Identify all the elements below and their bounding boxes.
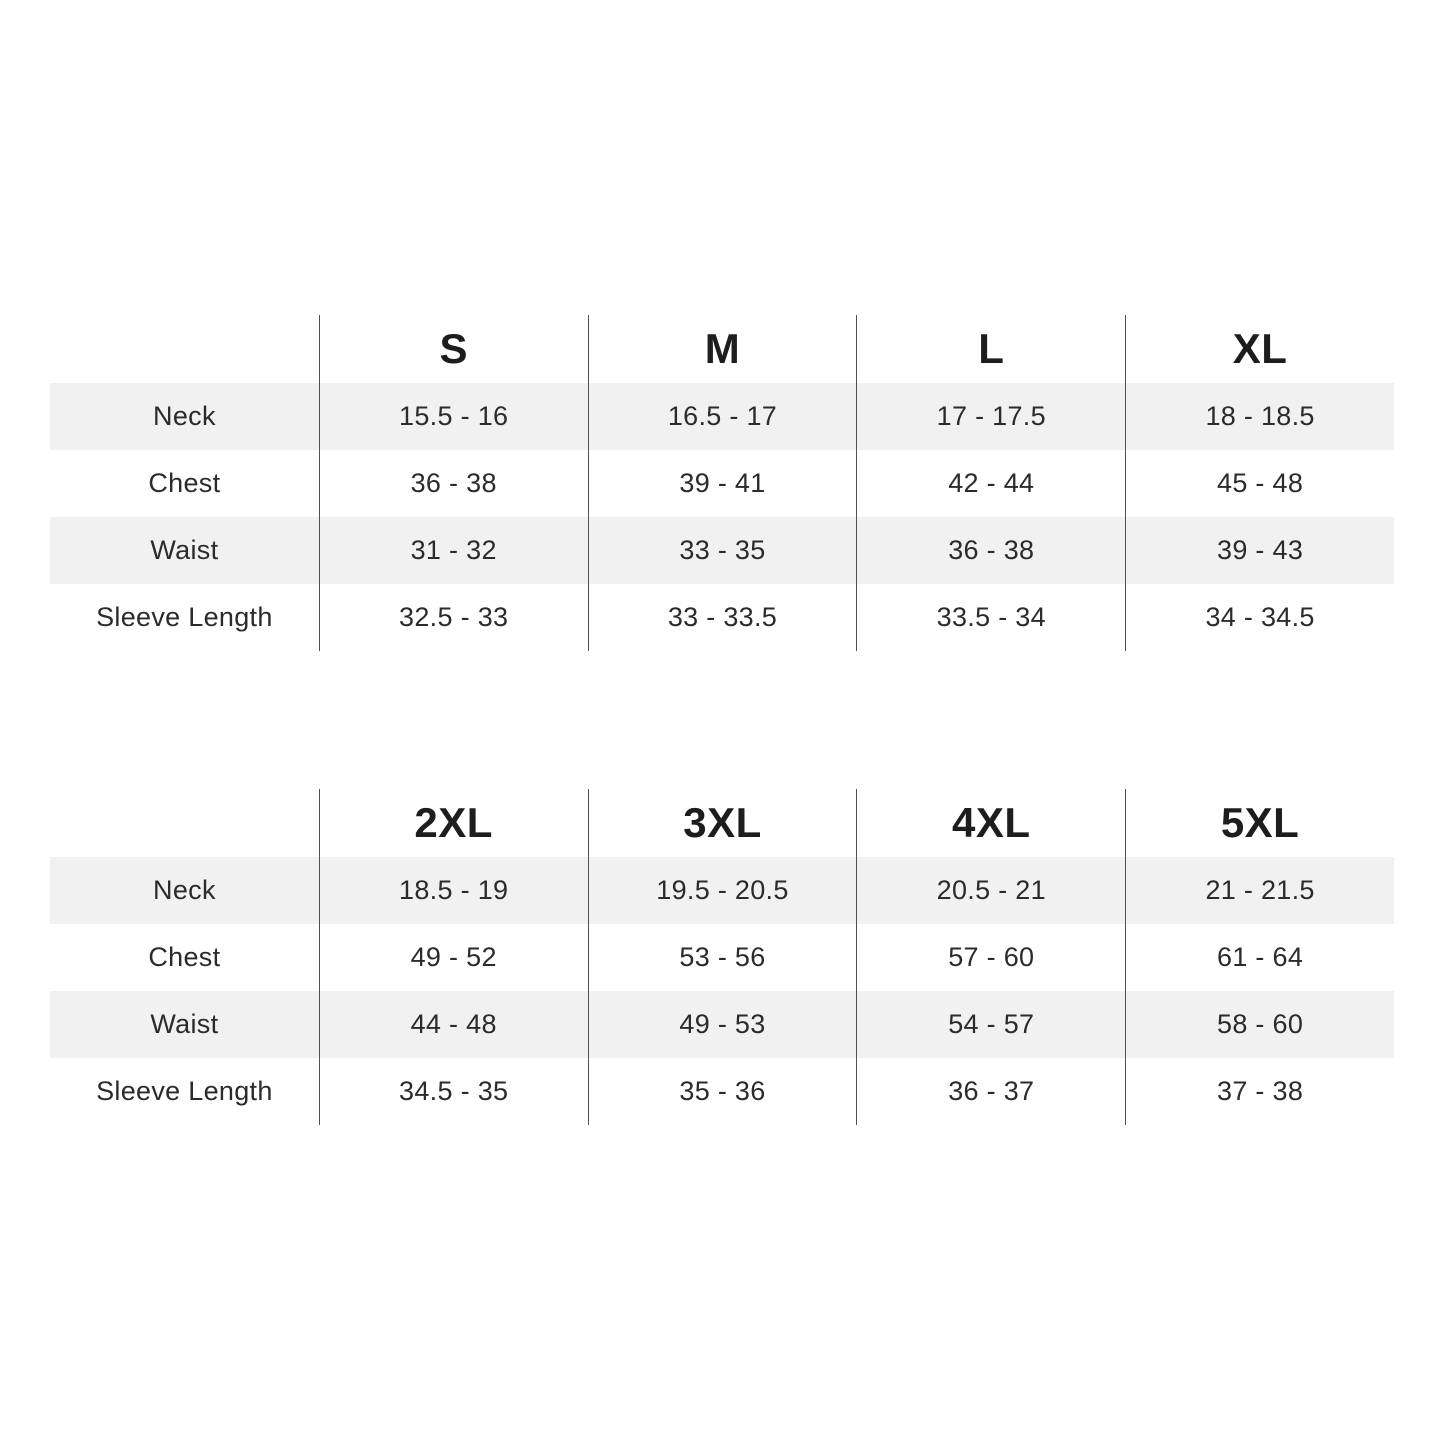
column-header-3xl: 3XL xyxy=(587,789,857,857)
row-label-waist: Waist xyxy=(150,535,219,565)
cell-neck-3xl: 19.5 - 20.5 xyxy=(587,857,857,924)
size-table-2xl-5xl: 2XL 3XL 4XL 5XL Neck 18.5 - 19 19.5 - 20… xyxy=(50,789,1394,1125)
cell-waist-xl: 39 - 43 xyxy=(1125,517,1394,584)
size-table-s-xl: S M L XL Neck 15.5 - 16 16.5 - 17 17 - 1… xyxy=(50,315,1394,651)
cell-neck-5xl: 21 - 21.5 xyxy=(1125,857,1394,924)
cell-sleeve-xl: 34 - 34.5 xyxy=(1125,584,1394,651)
cell-chest-l: 42 - 44 xyxy=(856,450,1125,517)
table-row-sleeve-length: Sleeve Length 32.5 - 33 33 - 33.5 33.5 -… xyxy=(50,584,1394,651)
row-label-chest: Chest xyxy=(148,468,221,498)
cell-chest-2xl: 49 - 52 xyxy=(318,924,588,991)
cell-waist-l: 36 - 38 xyxy=(856,517,1125,584)
column-header-2xl: 2XL xyxy=(318,789,588,857)
cell-neck-4xl: 20.5 - 21 xyxy=(856,857,1125,924)
row-label-chest: Chest xyxy=(148,942,221,972)
cell-chest-m: 39 - 41 xyxy=(587,450,857,517)
column-header-s: S xyxy=(318,315,588,383)
cell-waist-5xl: 58 - 60 xyxy=(1125,991,1394,1058)
cell-chest-3xl: 53 - 56 xyxy=(587,924,857,991)
cell-chest-4xl: 57 - 60 xyxy=(856,924,1125,991)
row-label-neck: Neck xyxy=(153,401,216,431)
row-label-sleeve-length: Sleeve Length xyxy=(96,1076,273,1106)
cell-sleeve-s: 32.5 - 33 xyxy=(318,584,588,651)
column-header-l: L xyxy=(856,315,1125,383)
table-row-chest: Chest 36 - 38 39 - 41 42 - 44 45 - 48 xyxy=(50,450,1394,517)
cell-waist-s: 31 - 32 xyxy=(318,517,588,584)
header-row: S M L XL xyxy=(50,315,1394,383)
cell-sleeve-l: 33.5 - 34 xyxy=(856,584,1125,651)
cell-neck-2xl: 18.5 - 19 xyxy=(318,857,588,924)
table-row-sleeve-length: Sleeve Length 34.5 - 35 35 - 36 36 - 37 … xyxy=(50,1058,1394,1125)
column-header-xl: XL xyxy=(1125,315,1394,383)
cell-sleeve-m: 33 - 33.5 xyxy=(587,584,857,651)
cell-neck-m: 16.5 - 17 xyxy=(587,383,857,450)
cell-chest-xl: 45 - 48 xyxy=(1125,450,1394,517)
table-row-neck: Neck 18.5 - 19 19.5 - 20.5 20.5 - 21 21 … xyxy=(50,857,1394,924)
cell-sleeve-2xl: 34.5 - 35 xyxy=(318,1058,588,1125)
cell-neck-xl: 18 - 18.5 xyxy=(1125,383,1394,450)
header-row: 2XL 3XL 4XL 5XL xyxy=(50,789,1394,857)
row-label-sleeve-length: Sleeve Length xyxy=(96,602,273,632)
row-label-waist: Waist xyxy=(150,1009,219,1039)
cell-sleeve-4xl: 36 - 37 xyxy=(856,1058,1125,1125)
cell-waist-4xl: 54 - 57 xyxy=(856,991,1125,1058)
header-spacer xyxy=(50,789,319,857)
cell-chest-5xl: 61 - 64 xyxy=(1125,924,1394,991)
cell-chest-s: 36 - 38 xyxy=(318,450,588,517)
table-row-waist: Waist 31 - 32 33 - 35 36 - 38 39 - 43 xyxy=(50,517,1394,584)
cell-neck-l: 17 - 17.5 xyxy=(856,383,1125,450)
cell-waist-3xl: 49 - 53 xyxy=(587,991,857,1058)
cell-sleeve-5xl: 37 - 38 xyxy=(1125,1058,1394,1125)
cell-sleeve-3xl: 35 - 36 xyxy=(587,1058,857,1125)
column-header-5xl: 5XL xyxy=(1125,789,1394,857)
table-row-neck: Neck 15.5 - 16 16.5 - 17 17 - 17.5 18 - … xyxy=(50,383,1394,450)
column-header-m: M xyxy=(587,315,857,383)
column-header-4xl: 4XL xyxy=(856,789,1125,857)
cell-neck-s: 15.5 - 16 xyxy=(318,383,588,450)
header-spacer xyxy=(50,315,319,383)
table-row-waist: Waist 44 - 48 49 - 53 54 - 57 58 - 60 xyxy=(50,991,1394,1058)
cell-waist-2xl: 44 - 48 xyxy=(318,991,588,1058)
cell-waist-m: 33 - 35 xyxy=(587,517,857,584)
table-row-chest: Chest 49 - 52 53 - 56 57 - 60 61 - 64 xyxy=(50,924,1394,991)
row-label-neck: Neck xyxy=(153,875,216,905)
